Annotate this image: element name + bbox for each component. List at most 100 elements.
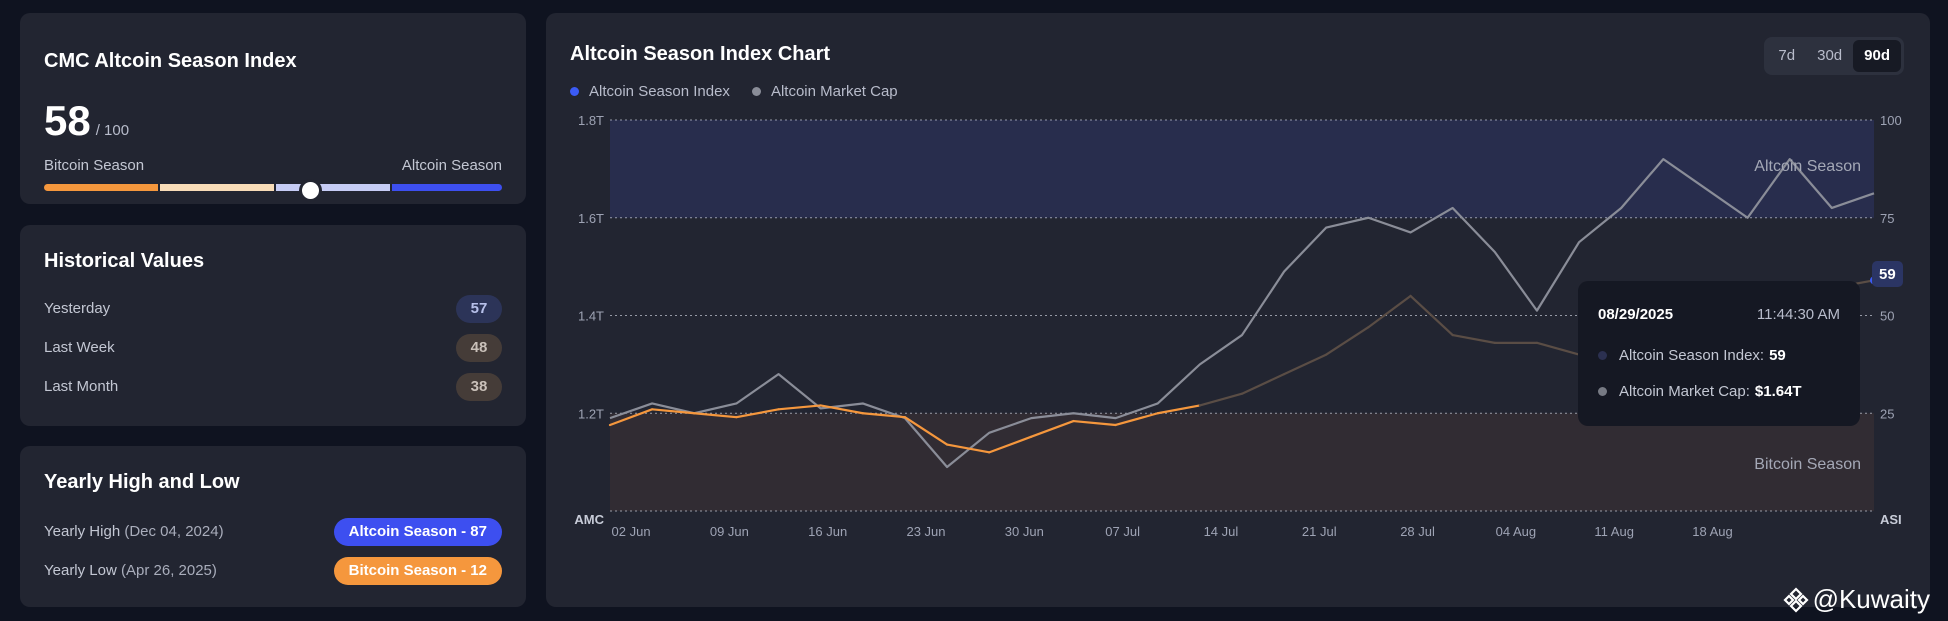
meter-knob xyxy=(298,179,322,202)
yearly-high-text: Yearly High (Dec 04, 2024) xyxy=(44,523,224,540)
bitcoin-season-zone xyxy=(610,413,1874,511)
tooltip-body: Altcoin Season Index: 59 Altcoin Market … xyxy=(1598,347,1840,400)
meter-seg-altcoin xyxy=(392,184,502,191)
y-left-tick: 1.2T xyxy=(578,406,604,421)
yearly-low-row: Yearly Low (Apr 26, 2025) Bitcoin Season… xyxy=(44,551,502,590)
historical-row-yesterday: Yesterday 57 xyxy=(44,289,502,328)
series-segment-index xyxy=(1451,333,1496,344)
meter-seg-bitcoin xyxy=(44,184,158,191)
watermark-text: @Kuwaity xyxy=(1812,584,1930,614)
tooltip-cap-value: $1.64T xyxy=(1754,383,1802,400)
x-tick: 21 Jul xyxy=(1302,524,1337,539)
y-left-tick: 1.6T xyxy=(578,211,604,226)
x-tick: 28 Jul xyxy=(1400,524,1435,539)
series-segment-index xyxy=(1156,404,1201,415)
zone-label-bitcoin: Bitcoin Season xyxy=(1754,456,1861,473)
series-segment-index xyxy=(1030,419,1075,438)
meter-right-label: Altcoin Season xyxy=(401,157,502,174)
range-tab-90d[interactable]: 90d xyxy=(1853,40,1901,72)
historical-value-pill: 57 xyxy=(456,294,502,323)
tooltip-time: 11:44:30 AM xyxy=(1756,306,1840,323)
yearly-low-text: Yearly Low (Apr 26, 2025) xyxy=(44,562,217,579)
y-left-tick: 1.4T xyxy=(578,309,604,324)
series-segment-index xyxy=(777,404,822,411)
x-tick: 23 Jun xyxy=(906,524,945,539)
series-segment-index xyxy=(945,443,991,454)
series-segment-index xyxy=(651,408,696,415)
chart-tooltip: 08/29/2025 11:44:30 AM Altcoin Season In… xyxy=(1578,281,1860,426)
altcoin-index-card: CMC Altcoin Season Index 58 / 100 Bitcoi… xyxy=(20,13,526,204)
series-segment-index xyxy=(903,416,949,446)
historical-label: Yesterday xyxy=(44,300,111,317)
historical-row-last-month: Last Month 38 xyxy=(44,367,502,406)
series-segment-index xyxy=(988,435,1033,454)
yearly-high-label: Yearly High xyxy=(44,523,121,540)
score-row: 58 / 100 xyxy=(44,97,502,145)
series-segment-index xyxy=(1325,326,1370,356)
series-segment-index xyxy=(1535,341,1581,356)
chart-title: Altcoin Season Index Chart xyxy=(570,43,831,65)
series-segment-index xyxy=(1367,294,1412,329)
tooltip-date: 08/29/2025 xyxy=(1598,306,1674,323)
series-segment-index xyxy=(1072,419,1117,427)
x-tick: 14 Jul xyxy=(1204,524,1239,539)
range-selector: 7d 30d 90d xyxy=(1764,37,1904,75)
range-tab-30d[interactable]: 30d xyxy=(1817,47,1843,64)
x-tick: 18 Aug xyxy=(1692,524,1733,539)
legend-item-index[interactable]: Altcoin Season Index xyxy=(570,83,730,100)
legend-label-index: Altcoin Season Index xyxy=(589,83,730,100)
yearly-title: Yearly High and Low xyxy=(44,471,240,493)
x-tick: 11 Aug xyxy=(1594,524,1634,539)
meter-left-label: Bitcoin Season xyxy=(44,157,145,174)
legend-label-market-cap: Altcoin Market Cap xyxy=(770,83,898,100)
index-chart-card: Altcoin Season Index Chart Altcoin Seaso… xyxy=(546,13,1930,607)
y-right-tick: 25 xyxy=(1880,406,1894,421)
y-right-tick: 100 xyxy=(1880,113,1902,128)
tooltip-header: 08/29/2025 11:44:30 AM xyxy=(1598,306,1840,323)
historical-row-last-week: Last Week 48 xyxy=(44,328,502,367)
meter-seg-bitcoin-light xyxy=(160,184,274,191)
tooltip-row-index: Altcoin Season Index: 59 xyxy=(1598,347,1840,364)
current-index-badge: 59 xyxy=(1872,261,1903,287)
legend-dot-index xyxy=(570,87,579,96)
x-tick: 04 Aug xyxy=(1496,524,1537,539)
legend-item-market-cap[interactable]: Altcoin Market Cap xyxy=(751,83,898,100)
historical-label: Last Week xyxy=(44,339,115,356)
y-right-tick: 75 xyxy=(1880,211,1894,226)
historical-list: Yesterday 57 Last Week 48 Last Month 38 xyxy=(44,289,502,406)
series-line-market-cap xyxy=(609,158,1875,469)
historical-values-card: Historical Values Yesterday 57 Last Week… xyxy=(20,225,526,426)
y-right-tick: 50 xyxy=(1880,309,1894,324)
yearly-low-badge: Bitcoin Season - 12 xyxy=(333,556,502,585)
tooltip-dot-cap xyxy=(1598,387,1607,396)
zone-label-altcoin: Altcoin Season xyxy=(1754,158,1861,175)
x-tick: 02 Jun xyxy=(612,524,651,539)
yearly-high-badge: Altcoin Season - 87 xyxy=(333,517,502,546)
watermark: @Kuwaity xyxy=(1783,584,1930,615)
index-score-max: / 100 xyxy=(95,122,130,139)
yearly-low-label: Yearly Low xyxy=(44,562,117,579)
season-meter xyxy=(44,179,502,202)
series-segment-index xyxy=(1283,353,1328,376)
chart-legend: Altcoin Season Index Altcoin Market Cap xyxy=(570,83,920,100)
series-segment-index xyxy=(1409,294,1454,337)
y-right-axis-label: ASI xyxy=(1880,512,1902,527)
tooltip-cap-label: Altcoin Market Cap: xyxy=(1619,383,1750,400)
index-score: 58 xyxy=(44,97,91,144)
historical-label: Last Month xyxy=(44,378,119,395)
x-tick: 07 Jul xyxy=(1105,524,1140,539)
y-left-tick: 1.8T xyxy=(578,113,604,128)
historical-value-pill: 48 xyxy=(456,333,502,362)
yearly-list: Yearly High (Dec 04, 2024) Altcoin Seaso… xyxy=(44,512,502,590)
x-tick: 30 Jun xyxy=(1005,524,1044,539)
meter-seg-altcoin-light xyxy=(276,184,390,191)
yearly-high-row: Yearly High (Dec 04, 2024) Altcoin Seaso… xyxy=(44,512,502,551)
range-tab-7d[interactable]: 7d xyxy=(1778,47,1796,64)
tooltip-dot-index xyxy=(1598,351,1607,360)
tooltip-index-value: 59 xyxy=(1769,347,1786,364)
binance-logo-icon xyxy=(1783,586,1809,613)
chart-plot[interactable]: 1.8T 1.6T 1.4T 1.2T 100 75 50 25 AMC ASI 02 Jun 09 … xyxy=(546,13,1930,607)
altcoin-season-zone xyxy=(610,120,1874,218)
x-tick: 16 Jun xyxy=(808,524,847,539)
series-segment-index xyxy=(608,408,654,427)
